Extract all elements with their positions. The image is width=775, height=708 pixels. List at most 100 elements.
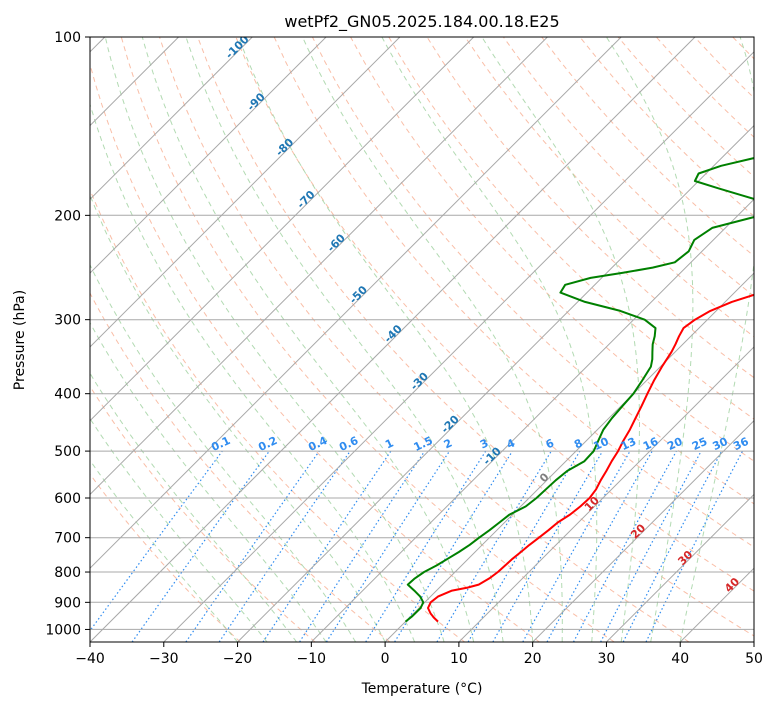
plot-frame — [89, 36, 755, 643]
y-tick-label: 500 — [54, 444, 81, 460]
dry-adiabat-line — [90, 188, 465, 642]
dry-adiabat-line — [771, 37, 775, 642]
isotherm-line — [90, 37, 548, 496]
dry-adiabat-line — [426, 37, 754, 379]
chart-title: wetPf2_GN05.2025.184.00.18.E25 — [284, 12, 559, 32]
isotherm-label: -50 — [347, 283, 370, 306]
dry-adiabat-line — [120, 37, 615, 642]
isotherm-label: 20 — [628, 521, 648, 541]
moist-adiabat-line — [90, 263, 357, 642]
isotherm-line — [90, 37, 327, 274]
mixing-ratio-label: 16 — [641, 435, 661, 453]
moist-adiabat-line — [90, 102, 416, 642]
y-tick-label: 600 — [54, 491, 81, 507]
x-axis-title: Temperature (°C) — [361, 681, 483, 697]
mixing-ratio-line — [572, 450, 677, 642]
moist-adiabat-line — [381, 37, 598, 642]
moist-adiabat-line — [238, 37, 534, 642]
moist-adiabat-line — [90, 193, 386, 642]
x-tick-label: −40 — [75, 651, 105, 667]
isotherm-label: 40 — [722, 575, 742, 595]
moist-adiabat-line — [141, 37, 475, 642]
mixing-ratio-label: 6 — [544, 436, 557, 451]
x-tick-label: −10 — [297, 651, 327, 667]
isotherm-line — [532, 419, 754, 642]
isotherm-line — [90, 37, 696, 642]
y-axis-ticks: 100 200 300 400 500 600 700 800 900 1000 — [45, 30, 90, 638]
mixing-ratio-line — [299, 450, 426, 642]
y-tick-label: 200 — [54, 208, 81, 224]
mixing-ratio-line — [90, 450, 223, 632]
moist-adiabat-line — [185, 37, 504, 642]
isotherm-label: -90 — [245, 90, 268, 113]
moist-adiabat-line — [90, 321, 327, 642]
y-tick-label: 800 — [54, 565, 81, 581]
isotherm-line — [753, 641, 754, 642]
moist-adiabat-line — [302, 37, 563, 642]
mixing-ratio-line — [218, 450, 351, 642]
dry-adiabat-line — [197, 37, 754, 637]
isotherm-line — [237, 124, 754, 642]
isotherm-label: -80 — [273, 135, 296, 158]
y-tick-label: 100 — [54, 30, 81, 46]
mixing-ratio-label: 13 — [619, 435, 638, 453]
mixing-ratio-line — [262, 450, 392, 642]
isotherm-line — [163, 51, 754, 642]
mixing-ratio-line — [394, 450, 513, 642]
dry-adiabat-line — [273, 37, 754, 548]
y-tick-label: 300 — [54, 313, 81, 329]
x-axis-ticks: −40 −30 −20 −10 0 10 20 30 40 50 — [75, 642, 763, 667]
mixing-ratio-line — [467, 450, 581, 642]
isotherm-label: -30 — [408, 370, 431, 393]
isotherm-line — [90, 37, 475, 422]
moist-adiabat-line — [104, 37, 445, 642]
dry-adiabat-line — [350, 37, 754, 462]
dry-adiabat-line — [159, 37, 690, 642]
isotherm-line — [90, 37, 253, 201]
moist-adiabat-line — [90, 459, 238, 642]
moist-adiabat-line — [605, 37, 694, 642]
dry-adiabat-line — [90, 62, 540, 642]
dry-adiabat-line — [90, 292, 391, 642]
dry-adiabat-line — [90, 473, 241, 642]
sounding-profiles — [404, 157, 754, 623]
x-tick-label: 0 — [381, 651, 390, 667]
mixing-ratio-label: 4 — [505, 436, 518, 451]
mixing-ratio-label: 30 — [711, 435, 731, 453]
mixing-ratio-line — [546, 450, 653, 642]
isotherm-line — [458, 346, 754, 642]
y-tick-label: 900 — [54, 595, 81, 611]
temperature-profile-line — [427, 293, 754, 623]
mixing-ratio-line — [522, 450, 631, 642]
x-tick-label: −20 — [223, 651, 253, 667]
moist-adiabat-line — [481, 37, 640, 642]
mixing-ratio-line — [436, 450, 552, 642]
x-tick-label: 20 — [524, 651, 542, 667]
mixing-ratio-label: 20 — [665, 435, 685, 453]
isotherm-label: 10 — [582, 494, 602, 514]
mixing-ratio-line — [325, 450, 450, 642]
mixing-ratio-label: 36 — [731, 435, 751, 453]
y-tick-label: 700 — [54, 531, 81, 547]
mixing-ratio-label: 1 — [383, 436, 395, 451]
isotherm-label: -70 — [294, 188, 317, 211]
x-tick-label: 40 — [671, 651, 689, 667]
dewpoint-profile-line — [404, 157, 754, 623]
y-axis-title: Pressure (hPa) — [12, 290, 28, 390]
dry-adiabat-line — [90, 385, 316, 642]
moist-adiabat-line — [90, 372, 298, 642]
isotherm-line — [310, 198, 754, 642]
isotherm-line — [606, 493, 754, 642]
moist-adiabat-line — [90, 417, 268, 642]
mixing-ratio-line — [131, 450, 270, 642]
dry-adiabat-line — [235, 37, 754, 592]
isotherm-line — [679, 567, 754, 642]
dry-adiabat-line — [311, 37, 754, 505]
mixing-ratio-line — [645, 450, 744, 642]
x-tick-label: 10 — [450, 651, 468, 667]
dry-adiabat-line — [694, 37, 754, 99]
dry-adiabat-line — [655, 37, 754, 138]
isotherm-line — [384, 272, 754, 642]
isotherm-label: -60 — [325, 231, 348, 254]
